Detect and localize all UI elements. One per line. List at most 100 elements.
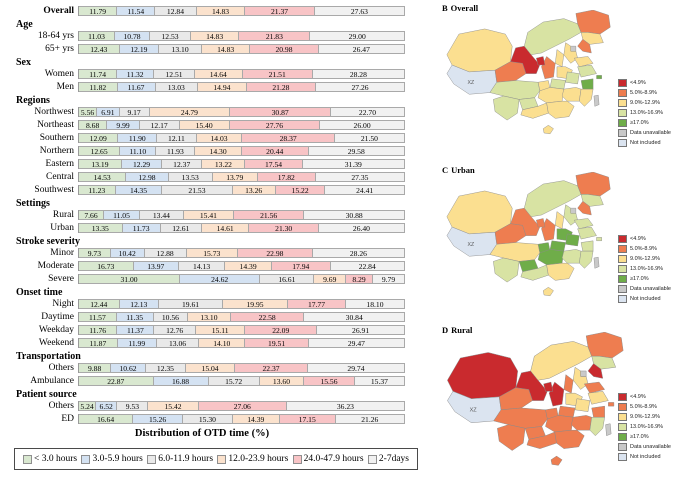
bar-segment: 26.00	[320, 120, 405, 130]
legend-swatch-icon	[618, 284, 627, 293]
bar-row-label: 18-64 yrs	[37, 31, 74, 41]
bar-segment: 15.22	[275, 185, 326, 195]
map-panel-rural: D Rural XZ <4.9% 5.0%-8.9% 9.0%-12.9% 13.0%-16…	[438, 322, 700, 500]
bar-segment: 11.90	[118, 133, 158, 143]
chart-legend-label: 12.0-23.9 hours	[228, 454, 289, 464]
bar-segment: 12.29	[121, 159, 163, 169]
bar-segment: 11.67	[117, 82, 156, 92]
bar-segment: 12.13	[119, 299, 160, 309]
stacked-bar-panel: Overall 11.79 11.54 12.84 14.83 21.37 27.63 Age…	[0, 6, 438, 470]
bar-segment: 21.50	[334, 133, 405, 143]
group-header: Age	[16, 19, 33, 30]
legend-swatch-icon	[618, 138, 627, 147]
bar-segment: 14.83	[196, 6, 246, 16]
bar-row-label: Others	[48, 363, 74, 373]
bar-segment: 13.35	[79, 223, 123, 233]
bar-segment: 29.00	[310, 31, 405, 41]
bar-segment: 13.10	[159, 44, 202, 54]
map-region-SX	[555, 211, 565, 230]
stacked-bar: 7.66 11.05 13.44 15.41 21.56 30.88	[78, 210, 405, 220]
bar-row: Moderate 16.73 13.97 14.13 14.39 17.94 22.84	[0, 261, 438, 271]
region-label-xz: XZ	[468, 80, 475, 86]
bar-segment: 11.32	[117, 69, 155, 79]
map-region-GD	[546, 100, 575, 119]
bar-row: Weekend 11.87 11.99 13.06 14.10 19.51 29.47	[0, 338, 438, 348]
bar-segment: 13.26	[232, 185, 276, 195]
bar-segment: 5.56	[79, 107, 98, 117]
bar-row-label: Severe	[48, 274, 74, 284]
map-legend-item: <4.9%	[618, 78, 696, 87]
map-region-SX	[555, 49, 565, 68]
legend-swatch-icon	[618, 442, 627, 451]
bar-segment: 26.47	[318, 44, 405, 54]
bar-segment: 20.98	[250, 44, 319, 54]
bar-segment: 13.97	[133, 261, 180, 271]
bar-segment: 15.73	[186, 248, 238, 258]
group-header: Transportation	[16, 351, 81, 362]
chart-legend-item: 3.0-5.9 hours	[81, 454, 143, 464]
map-legend-item: Not included	[618, 294, 696, 303]
stacked-bar: 5.56 6.91 9.17 24.79 30.87 22.70	[78, 107, 405, 117]
stacked-bar: 11.23 14.35 21.53 13.26 15.22 24.41	[78, 185, 405, 195]
bar-segment: 21.83	[239, 31, 311, 41]
bar-segment: 15.41	[183, 210, 235, 220]
bar-row-label: Central	[46, 172, 74, 182]
map-region-HI	[542, 286, 554, 297]
bar-segment: 14.10	[199, 338, 246, 348]
bar-segment: 28.37	[242, 133, 335, 143]
bar-row-label: Urban	[50, 223, 74, 233]
bar-segment: 12.98	[126, 172, 169, 182]
map-legend-item: <4.9%	[618, 392, 696, 401]
stacked-bar: 12.43 12.19 13.10 14.83 20.98 26.47	[78, 44, 405, 54]
map-region-ZJ	[580, 240, 594, 252]
legend-swatch-icon	[618, 412, 627, 421]
map-region-NX	[543, 381, 554, 392]
stacked-bar: 16.64 15.26 15.30 14.39 17.15 21.26	[78, 414, 405, 424]
panel-title-text: Rural	[451, 325, 473, 335]
legend-swatch-icon	[618, 294, 627, 303]
bar-segment: 17.54	[245, 159, 303, 169]
stacked-bar: 11.82 11.67 13.03 14.94 21.28 27.26	[78, 82, 405, 92]
bar-segment: 13.06	[156, 338, 200, 348]
panel-letter: D	[442, 325, 449, 335]
stacked-bar: 13.35 11.73 12.61 14.61 21.30 26.40	[78, 223, 405, 233]
map-region-FJ	[579, 250, 594, 269]
panel-title-text: Urban	[451, 165, 475, 175]
bar-segment: 17.15	[279, 414, 336, 424]
stacked-bar: 11.74 11.32 12.51 14.64 21.51 28.28	[78, 69, 405, 79]
bar-segment: 11.87	[79, 338, 118, 348]
bar-segment: 13.19	[79, 159, 122, 169]
map-region-JX	[571, 415, 592, 431]
bar-row-label: Rural	[52, 210, 74, 220]
map-region-ZJ	[580, 78, 594, 90]
bar-segment: 14.53	[79, 172, 127, 182]
map-region-XJ	[447, 352, 518, 399]
bar-segment: 14.39	[225, 261, 273, 271]
bar-row-label: Daytime	[41, 312, 74, 322]
bar-segment: 13.22	[202, 159, 246, 169]
map-region-AH	[574, 398, 591, 412]
bar-row: Daytime 11.57 11.35 10.56 13.10 22.58 30.84	[0, 312, 438, 322]
bar-segment: 15.56	[304, 376, 355, 386]
bar-row: Overall 11.79 11.54 12.84 14.83 21.37 27.63	[0, 6, 438, 16]
bar-segment: 15.42	[148, 401, 199, 411]
bar-segment: 19.51	[245, 338, 309, 348]
bar-segment: 6.52	[96, 401, 118, 411]
map-legend-item: 13.0%-16.9%	[618, 422, 696, 431]
map-region-XJ	[446, 28, 513, 73]
bar-segment: 15.26	[133, 414, 183, 424]
bar-row-label: Weekend	[38, 338, 74, 348]
bar-segment: 9.69	[314, 274, 347, 284]
legend-swatch-icon	[618, 118, 627, 127]
map-region-BJ	[570, 207, 577, 214]
bar-row: 65+ yrs 12.43 12.19 13.10 14.83 20.98 26.47	[0, 44, 438, 54]
map-legend-label: Not included	[630, 139, 661, 146]
bar-segment: 15.40	[179, 120, 230, 130]
bar-row-label: ED	[61, 414, 74, 424]
map-region-GD	[554, 429, 585, 449]
bar-segment: 11.05	[103, 210, 140, 220]
chart-legend-item: 6.0-11.9 hours	[147, 454, 213, 464]
map-region-JS	[587, 391, 609, 405]
map-region-JX	[561, 87, 582, 102]
bar-segment: 12.84	[155, 6, 197, 16]
